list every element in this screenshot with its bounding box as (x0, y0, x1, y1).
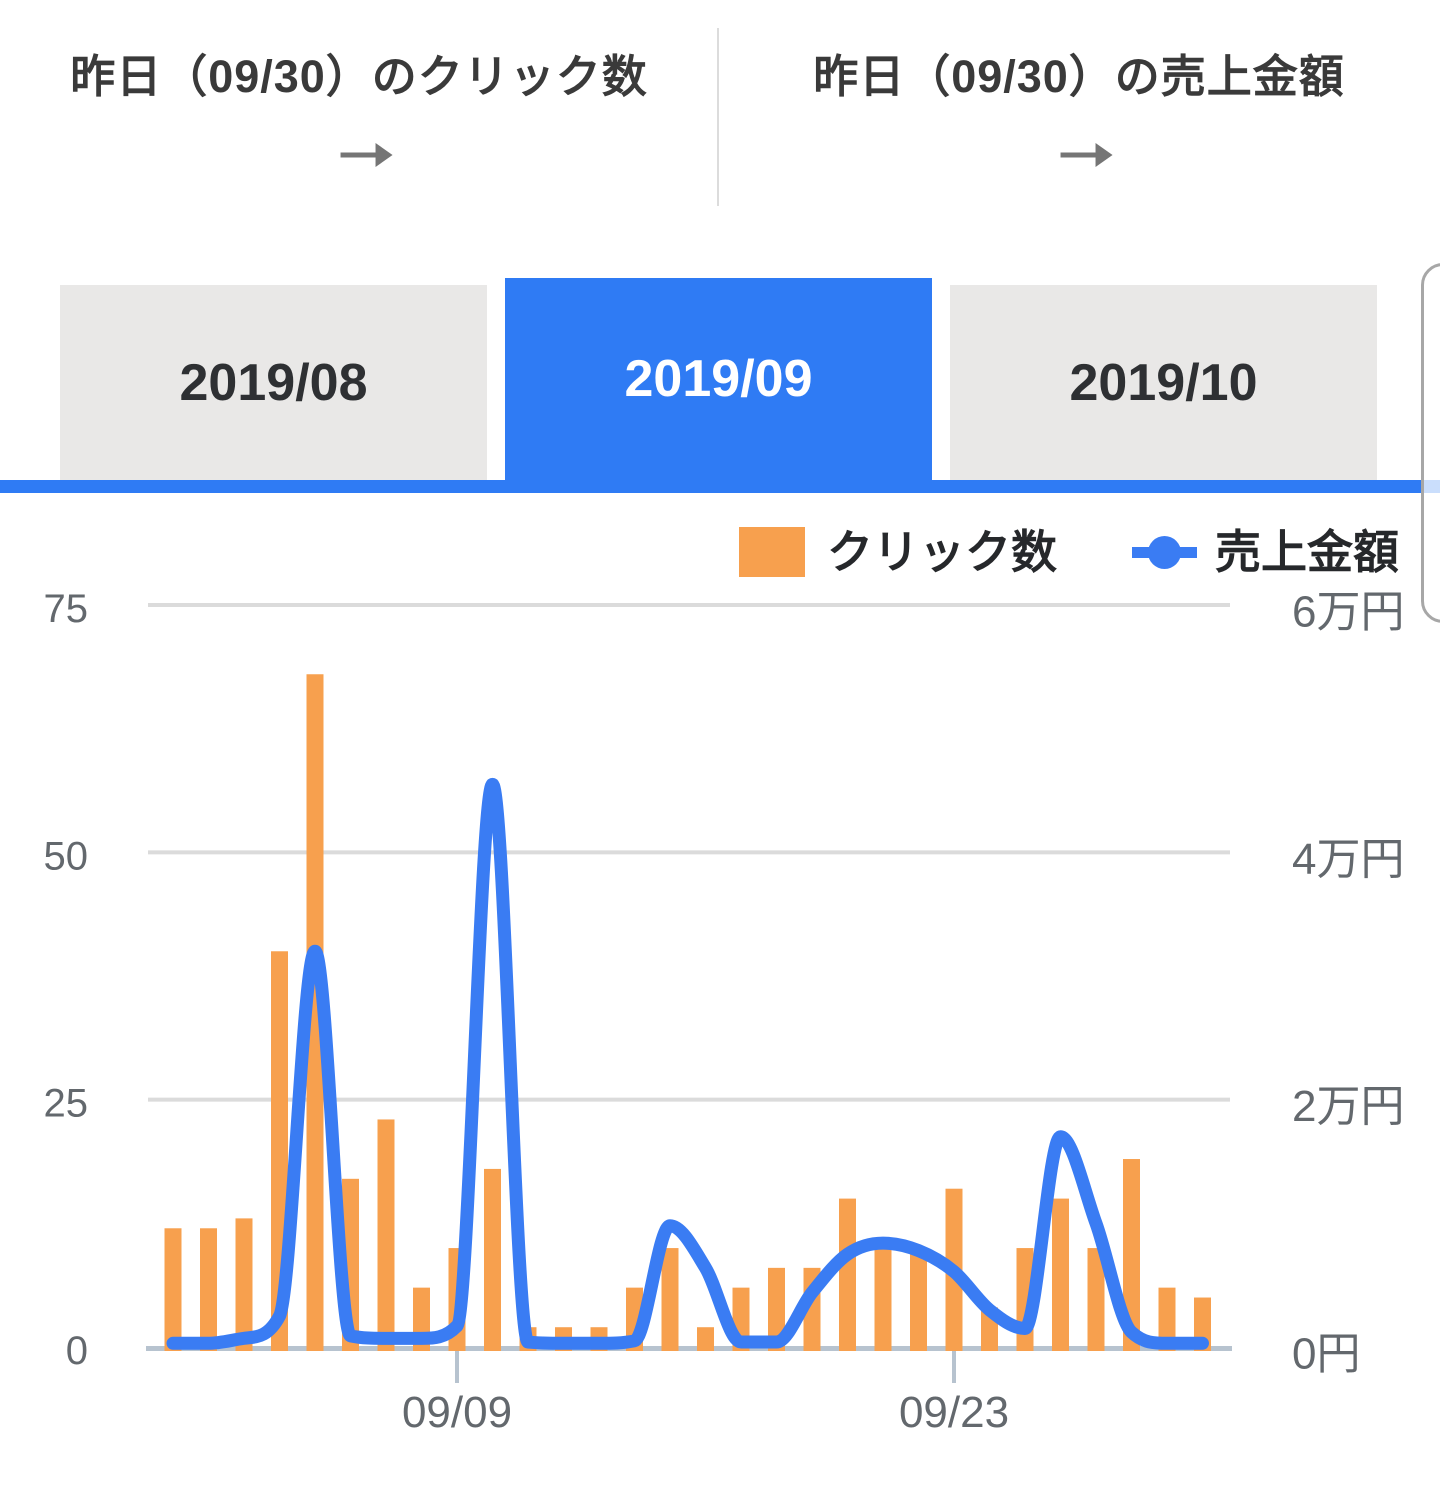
bar-09/10[interactable] (484, 1168, 501, 1351)
legend-item-clicks[interactable]: クリック数 (739, 527, 1057, 577)
right-axis-label-40000: 4万円 (1292, 835, 1404, 884)
bar-09/05[interactable] (306, 674, 324, 1351)
kpi-divider (717, 28, 719, 206)
bar-09/07[interactable] (377, 1119, 395, 1351)
tab-label: 2019/10 (1069, 353, 1258, 412)
arrow-right-icon[interactable] (1058, 136, 1116, 174)
tab-2019-08[interactable]: 2019/08 (60, 285, 487, 480)
right-axis-label-60000: 6万円 (1292, 588, 1404, 637)
right-axis-label-0: 0円 (1292, 1330, 1360, 1379)
left-axis-label-0: 0 (66, 1329, 88, 1373)
tab-label: 2019/08 (179, 353, 368, 412)
bar-09/18[interactable] (768, 1267, 785, 1351)
bar-09/16[interactable] (697, 1327, 714, 1351)
sales-line[interactable] (166, 777, 1209, 1350)
kpi-clicks-title: 昨日（09/30）のクリック数 (70, 51, 648, 102)
kpi-card-sales[interactable]: 昨日（09/30）の売上金額 (718, 0, 1440, 230)
bar-09/29[interactable] (1158, 1287, 1176, 1351)
bar-09/20[interactable] (839, 1198, 856, 1351)
left-axis-label-50: 50 (44, 834, 89, 878)
x-tick-label-09/23: 09/23 (899, 1388, 1009, 1437)
scrollbar-thumb[interactable] (1421, 263, 1440, 623)
right-axis-label-20000: 2万円 (1292, 1082, 1404, 1131)
sales-legend-marker-icon (1132, 527, 1197, 577)
legend-item-sales[interactable]: 売上金額 (1132, 527, 1399, 577)
bar-09/15[interactable] (661, 1248, 679, 1351)
clicks-legend-swatch (739, 527, 805, 577)
tab-underline-bar (0, 480, 1440, 493)
left-axis-label-25: 25 (44, 1082, 89, 1126)
tab-2019-10[interactable]: 2019/10 (950, 285, 1377, 480)
kpi-card-clicks[interactable]: 昨日（09/30）のクリック数 (0, 0, 718, 230)
left-axis-label-75: 75 (44, 587, 89, 631)
arrow-right-icon[interactable] (338, 136, 396, 174)
bar-09/02[interactable] (200, 1228, 217, 1351)
tab-label: 2019/09 (624, 350, 813, 408)
bar-09/28[interactable] (1123, 1159, 1140, 1351)
bar-09/26[interactable] (1052, 1198, 1069, 1351)
tab-2019-09[interactable]: 2019/09 (505, 278, 932, 480)
kpi-sales-title: 昨日（09/30）の売上金額 (813, 51, 1345, 102)
x-tick-label-09/09: 09/09 (402, 1388, 512, 1437)
clicks-legend-label: クリック数 (827, 526, 1057, 578)
bar-09/22[interactable] (910, 1248, 927, 1351)
bar-09/27[interactable] (1087, 1248, 1105, 1351)
sales-legend-label: 売上金額 (1215, 526, 1399, 578)
bar-09/21[interactable] (874, 1248, 892, 1351)
bar-09/03[interactable] (235, 1218, 253, 1351)
bar-09/01[interactable] (164, 1228, 182, 1351)
